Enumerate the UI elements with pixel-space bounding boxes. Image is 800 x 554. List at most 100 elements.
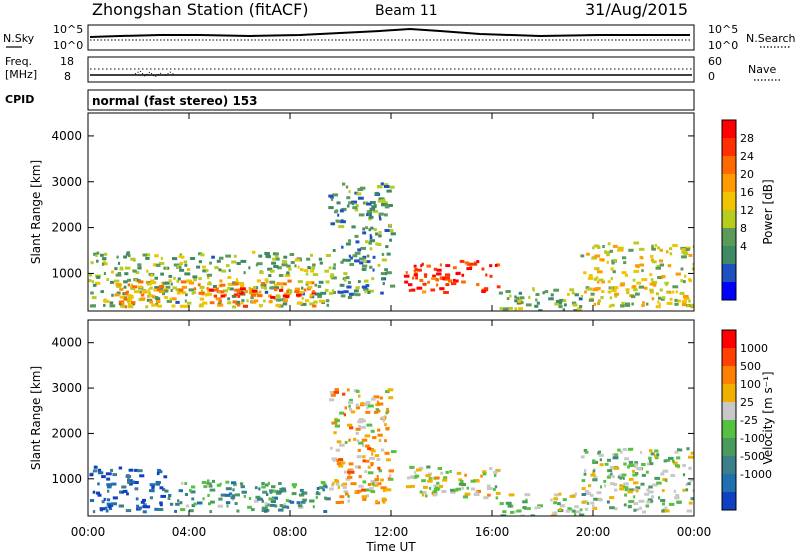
heatmap-cell (288, 267, 292, 271)
heatmap-cell (578, 297, 583, 301)
cpid-label: CPID (5, 93, 34, 106)
heatmap-cell (111, 502, 117, 506)
heatmap-cell (283, 502, 286, 506)
heatmap-cell (382, 500, 386, 504)
heatmap-cell (276, 295, 281, 299)
heatmap-cell (164, 289, 169, 293)
heatmap-cell (157, 508, 164, 511)
heatmap-cell (351, 202, 355, 206)
heatmap-cell (281, 263, 288, 267)
freq-left-bottom: 8 (64, 70, 71, 83)
heatmap-cell (257, 497, 263, 501)
heatmap-cell (318, 280, 324, 284)
heatmap-cell (683, 297, 690, 300)
heatmap-cell (432, 490, 437, 494)
heatmap-cell (514, 307, 517, 311)
heatmap-cell (640, 451, 643, 454)
heatmap-cell (674, 302, 679, 306)
heatmap-cell (651, 244, 654, 248)
heatmap-cell (500, 514, 507, 516)
heatmap-cell (581, 479, 586, 483)
heatmap-cell (108, 507, 113, 511)
heatmap-cell (690, 303, 694, 307)
heatmap-cell (555, 299, 561, 303)
heatmap-cell (390, 284, 396, 288)
heatmap-cell (279, 504, 284, 507)
heatmap-cell (358, 394, 361, 398)
colorbar-frame (721, 329, 737, 511)
heatmap-cell (346, 423, 353, 427)
colorbar-segment (722, 348, 736, 367)
heatmap-cell (433, 484, 438, 488)
heatmap-cell (558, 492, 562, 496)
heatmap-cell (370, 429, 375, 433)
heatmap-cell (681, 250, 688, 254)
heatmap-cell (336, 201, 341, 205)
heatmap-cell (372, 436, 377, 440)
heatmap-cell (559, 298, 565, 302)
heatmap-cell (378, 234, 382, 238)
heatmap-cell (520, 514, 525, 516)
heatmap-cell (312, 290, 315, 294)
heatmap-cell (237, 303, 241, 307)
heatmap-cell (177, 499, 180, 503)
heatmap-cell (116, 284, 121, 288)
noise-panel-frame (87, 24, 695, 51)
heatmap-cell (342, 258, 346, 262)
heatmap-cell (645, 504, 650, 508)
heatmap-cell (385, 245, 389, 249)
heatmap-cell (558, 301, 563, 305)
heatmap-cell (276, 282, 283, 286)
heatmap-cell (342, 485, 347, 489)
heatmap-cell (628, 504, 632, 508)
ytick-label: 3000 (51, 175, 82, 189)
heatmap-cell (130, 287, 136, 291)
heatmap-cell (634, 461, 639, 465)
heatmap-cell (142, 505, 147, 509)
heatmap-cell (670, 474, 676, 477)
heatmap-cell (562, 299, 567, 303)
heatmap-cell (607, 458, 611, 462)
heatmap-cell (348, 239, 352, 243)
colorbar-segment (722, 228, 736, 247)
heatmap-cell (612, 244, 618, 248)
heatmap-cell (657, 300, 660, 304)
heatmap-cell (343, 290, 349, 294)
heatmap-cell (371, 452, 374, 456)
heatmap-cell (326, 303, 330, 307)
noise-left-bottom: 10^0 (53, 39, 83, 52)
heatmap-cell (271, 496, 278, 500)
heatmap-cell (609, 496, 615, 500)
heatmap-cell (411, 276, 415, 280)
colorbar-tick-label: -1000 (740, 468, 772, 481)
heatmap-cell (620, 450, 623, 454)
heatmap-cell (517, 300, 523, 303)
heatmap-cell (344, 406, 347, 410)
heatmap-cell (386, 189, 392, 193)
heatmap-cell (428, 472, 432, 476)
ytick-label: 2000 (51, 221, 82, 235)
heatmap-cell (190, 490, 196, 494)
heatmap-cell (380, 182, 384, 186)
heatmap-cell (342, 482, 347, 486)
heatmap-cell (111, 270, 115, 274)
heatmap-cell (317, 295, 322, 299)
heatmap-cell (381, 277, 385, 281)
heatmap-cell (496, 263, 501, 267)
heatmap-cell (622, 485, 626, 489)
heatmap-cell (103, 260, 106, 264)
heatmap-cell (355, 204, 359, 208)
colorbar-tick-label: 25 (740, 396, 754, 409)
heatmap-cell (482, 472, 487, 476)
heatmap-cell (238, 282, 244, 285)
heatmap-cell (641, 463, 646, 466)
heatmap-cell (653, 280, 657, 284)
heatmap-cell (661, 296, 666, 300)
heatmap-cell (236, 262, 241, 265)
heatmap-cell (443, 476, 448, 480)
heatmap-cell (358, 257, 365, 261)
heatmap-cell (575, 510, 581, 514)
heatmap-cell (604, 250, 608, 254)
heatmap-cell (103, 299, 106, 303)
